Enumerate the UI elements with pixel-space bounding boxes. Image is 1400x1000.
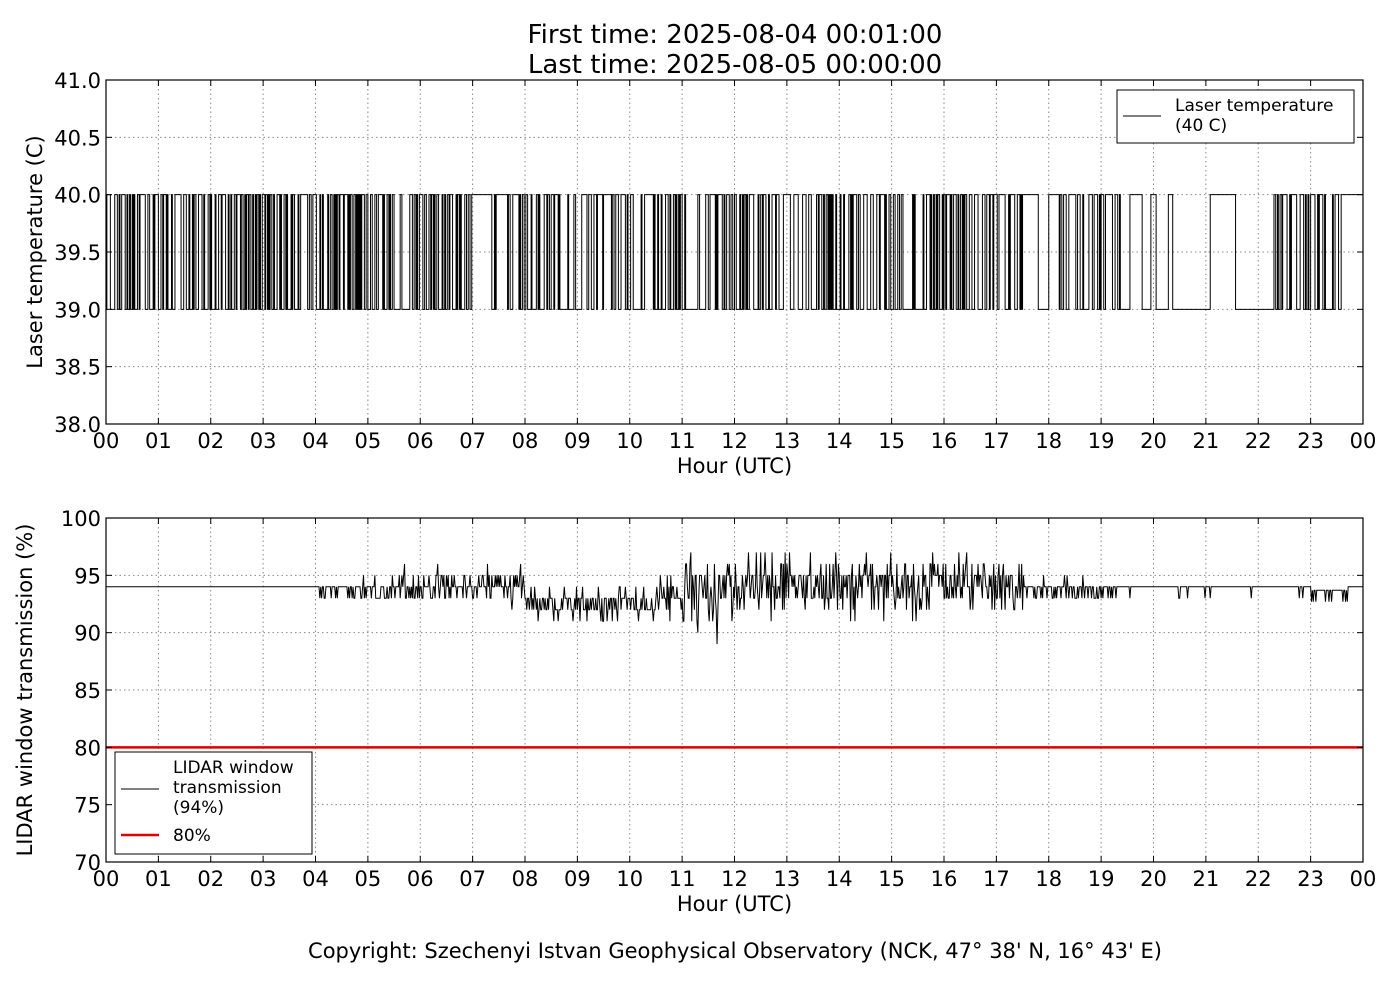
x-tick-label: 21	[1193, 429, 1220, 453]
x-tick-label: 15	[878, 867, 905, 891]
laser-temperature-panel: 00 01 02 03 04 05 06 07 08 09 10 11 12 13 14 15 16 17 18 19…	[23, 69, 1376, 478]
x-tick-label: 02	[197, 867, 224, 891]
y-axis-label: Laser temperature (C)	[23, 135, 47, 368]
x-tick-label: 08	[512, 429, 539, 453]
x-tick-label: 00	[1350, 867, 1377, 891]
x-tick-label: 19	[1088, 867, 1115, 891]
x-axis-label: Hour (UTC)	[677, 454, 792, 478]
legend-label-line2: (40 C)	[1175, 116, 1227, 136]
x-tick-label: 17	[983, 867, 1010, 891]
legend-box	[114, 751, 313, 855]
y-tick-label: 38.5	[54, 356, 101, 380]
title-line-2: Last time: 2025-08-05 00:00:00	[528, 50, 942, 80]
x-tick-label: 11	[669, 429, 696, 453]
x-tick-label: 00	[1350, 429, 1377, 453]
x-tick-label: 10	[616, 867, 643, 891]
x-tick-label: 16	[931, 429, 958, 453]
x-tick-label: 22	[1245, 867, 1272, 891]
x-tick-label: 14	[826, 429, 853, 453]
legend-label-line3: (94%)	[173, 798, 224, 818]
y-tick-label: 40.0	[54, 184, 101, 208]
x-tick-label: 08	[512, 867, 539, 891]
legend-label-threshold: 80%	[173, 826, 211, 846]
x-tick-label: 00	[93, 867, 120, 891]
x-tick-label: 06	[407, 429, 434, 453]
x-tick-label: 13	[774, 429, 801, 453]
x-tick-label: 19	[1088, 429, 1115, 453]
y-tick-label: 95	[74, 564, 101, 588]
x-tick-label: 06	[407, 867, 434, 891]
x-tick-label: 09	[564, 867, 591, 891]
x-tick-label: 03	[250, 867, 277, 891]
x-axis-label: Hour (UTC)	[677, 892, 792, 916]
x-tick-label: 03	[250, 429, 277, 453]
x-tick-label: 12	[721, 867, 748, 891]
x-tick-label: 01	[145, 867, 172, 891]
x-tick-label: 04	[302, 429, 329, 453]
x-tick-label: 23	[1297, 429, 1324, 453]
y-tick-label: 40.5	[54, 126, 101, 150]
x-tick-label: 01	[145, 429, 172, 453]
x-tick-label: 07	[459, 429, 486, 453]
y-tick-label: 39.0	[54, 298, 101, 322]
legend-label-line1: Laser temperature	[1175, 96, 1333, 116]
y-tick-label: 90	[74, 622, 101, 646]
x-tick-label: 15	[878, 429, 905, 453]
y-axis-label: LIDAR window transmission (%)	[13, 524, 37, 857]
x-tick-label: 04	[302, 867, 329, 891]
x-tick-label: 18	[1035, 867, 1062, 891]
x-tick-label: 20	[1140, 867, 1167, 891]
x-tick-label: 17	[983, 429, 1010, 453]
legend-label-line2: transmission	[173, 778, 282, 798]
x-tick-label: 14	[826, 867, 853, 891]
x-tick-label: 10	[616, 429, 643, 453]
x-tick-label: 22	[1245, 429, 1272, 453]
lidar-transmission-panel: 00 01 02 03 04 05 06 07 08 09 10 11 12 13 14 15 16 17 18 19…	[13, 507, 1376, 916]
x-tick-label: 20	[1140, 429, 1167, 453]
lidar-transmission-line	[106, 552, 1363, 645]
x-tick-label: 16	[931, 867, 958, 891]
legend-label-line1: LIDAR window	[173, 758, 294, 778]
x-tick-label: 18	[1035, 429, 1062, 453]
x-tick-label: 05	[355, 867, 382, 891]
x-tick-label: 02	[197, 429, 224, 453]
x-tick-label: 21	[1193, 867, 1220, 891]
laser-temperature-line	[106, 194, 1363, 310]
x-tick-label: 11	[669, 867, 696, 891]
x-tick-label: 23	[1297, 867, 1324, 891]
x-tick-label: 13	[774, 867, 801, 891]
title-line-1: First time: 2025-08-04 00:01:00	[528, 20, 943, 50]
y-tick-label: 80	[74, 736, 101, 760]
y-tick-label: 100	[61, 507, 101, 531]
x-tick-label: 05	[355, 429, 382, 453]
y-tick-label: 85	[74, 679, 101, 703]
y-tick-label: 38.0	[54, 413, 101, 437]
y-tick-label: 75	[74, 794, 101, 818]
x-tick-label: 07	[459, 867, 486, 891]
y-tick-label: 41.0	[54, 69, 101, 93]
x-tick-label: 12	[721, 429, 748, 453]
x-tick-label: 00	[93, 429, 120, 453]
x-tick-label: 09	[564, 429, 591, 453]
copyright-footer: Copyright: Szechenyi Istvan Geophysical …	[308, 939, 1162, 963]
y-tick-label: 39.5	[54, 241, 101, 265]
y-tick-label: 70	[74, 851, 101, 875]
